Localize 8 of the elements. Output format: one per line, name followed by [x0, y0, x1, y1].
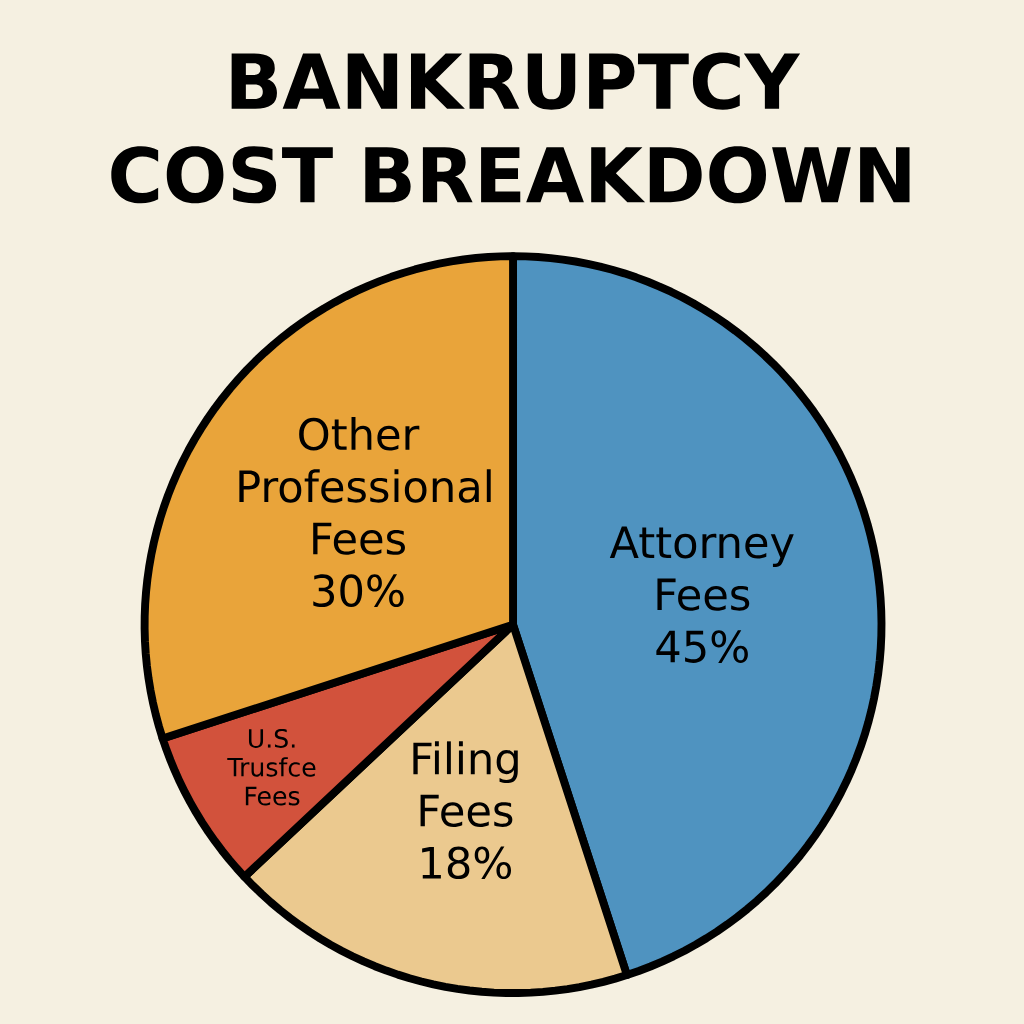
data-label: 45% — [656, 630, 748, 663]
slice-label: Other Professional Fees — [239, 417, 491, 555]
slice-label: U.S. Trusfce Fees — [227, 728, 316, 806]
slice-label: Filing Fees — [413, 741, 518, 827]
data-label: 18% — [422, 846, 511, 880]
chart-title: BANKRUPTCY COST BREAKDOWN — [111, 52, 910, 204]
slice-label: Attorney Fees — [609, 526, 794, 611]
data-label: 30% — [313, 574, 404, 608]
